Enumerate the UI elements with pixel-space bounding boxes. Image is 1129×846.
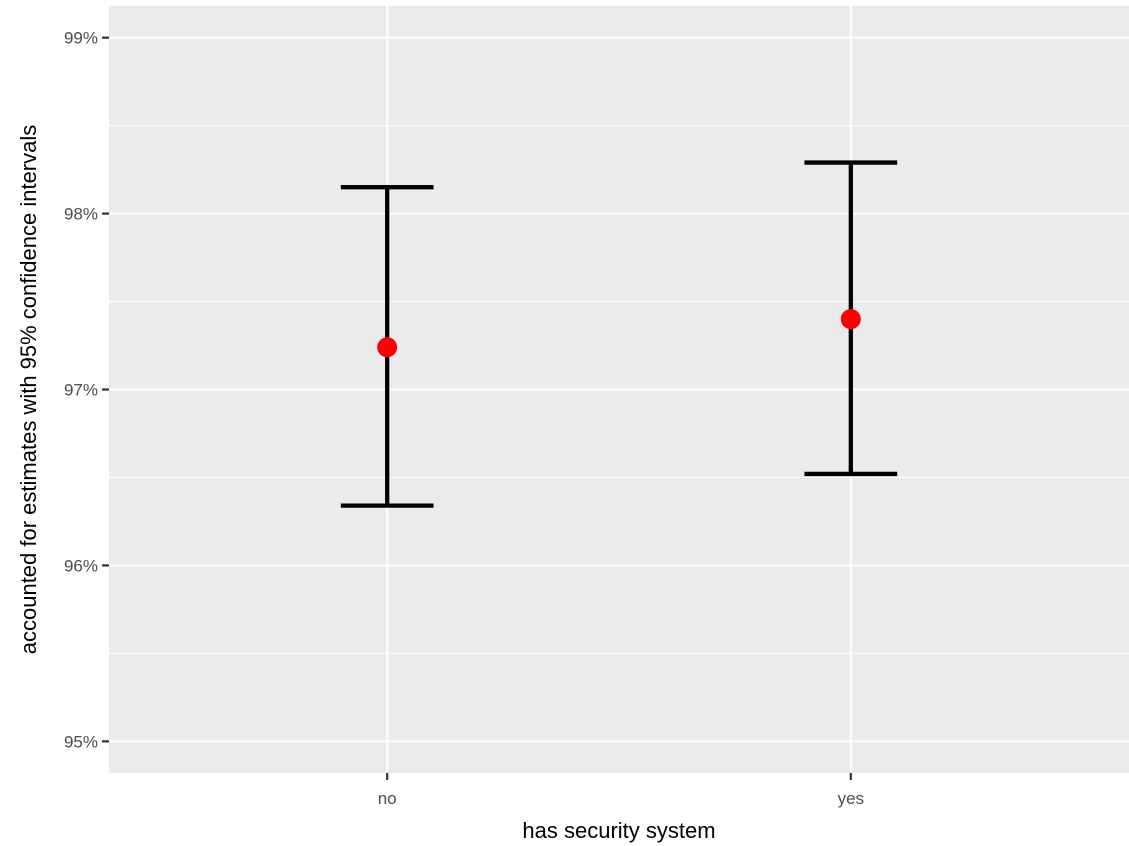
- x-axis-title: has security system: [522, 818, 715, 843]
- y-tick-label: 95%: [64, 732, 98, 751]
- estimate-point: [377, 337, 398, 358]
- x-tick-label: yes: [838, 789, 864, 808]
- y-tick-label: 97%: [64, 381, 98, 400]
- y-axis-title: accounted for estimates with 95% confide…: [16, 125, 41, 655]
- y-tick-label: 98%: [64, 205, 98, 224]
- grid-minor: [109, 125, 1129, 654]
- y-axis-ticks: 95% 96% 97% 98% 99%: [64, 29, 109, 751]
- y-tick-label: 96%: [64, 556, 98, 575]
- estimate-point: [840, 309, 861, 330]
- x-tick-label: no: [378, 789, 397, 808]
- data-marks: [340, 160, 898, 508]
- x-axis-ticks: no yes: [378, 773, 864, 808]
- y-tick-label: 99%: [64, 29, 98, 48]
